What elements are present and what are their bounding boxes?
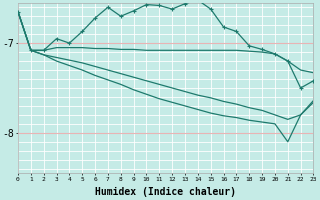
X-axis label: Humidex (Indice chaleur): Humidex (Indice chaleur)	[95, 187, 236, 197]
